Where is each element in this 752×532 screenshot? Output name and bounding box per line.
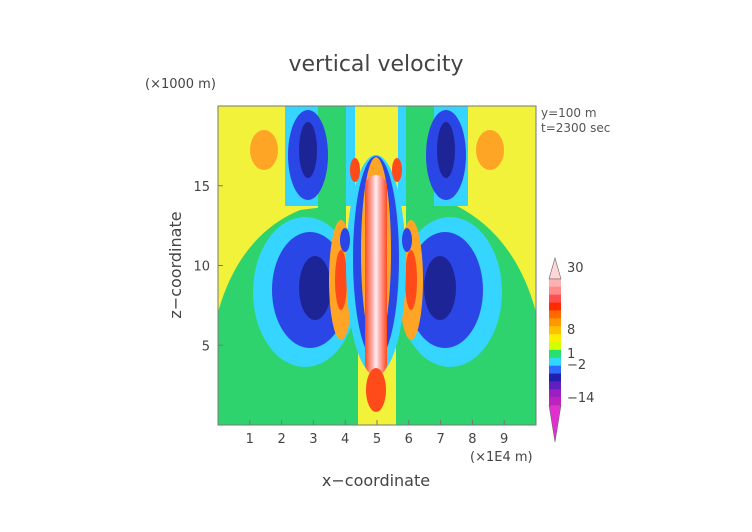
x-axis-unit: (×1E4 m) xyxy=(470,450,533,465)
colorbar xyxy=(548,256,562,443)
y-axis-unit: (×1000 m) xyxy=(145,77,216,92)
y-tick-label: 10 xyxy=(193,260,210,275)
colorbar-label-neg14: −14 xyxy=(567,391,594,406)
colorbar-swatch xyxy=(549,373,561,382)
x-tick-label: 2 xyxy=(277,432,285,447)
colorbar-swatch xyxy=(549,334,561,343)
colorbar-swatch xyxy=(549,342,561,351)
colorbar-swatch xyxy=(549,278,561,288)
x-tick-label: 1 xyxy=(246,432,254,447)
heatmap-field xyxy=(218,106,536,425)
colorbar-swatch xyxy=(549,349,561,359)
x-tick-label: 5 xyxy=(373,432,381,447)
colorbar-label-neg2: −2 xyxy=(567,358,586,373)
colorbar-swatch xyxy=(549,302,561,311)
y-axis-title: z−coordinate xyxy=(166,211,185,318)
colorbar-swatch xyxy=(549,389,561,398)
colorbar-top-arrow xyxy=(548,256,562,280)
x-tick-label: 6 xyxy=(405,432,413,447)
chart-title: vertical velocity xyxy=(288,52,463,77)
x-tick-label: 9 xyxy=(500,432,508,447)
x-tick-label: 3 xyxy=(309,432,317,447)
colorbar-label-30: 30 xyxy=(567,261,584,276)
y-tick-label: 15 xyxy=(193,180,210,195)
x-tick-label: 8 xyxy=(468,432,476,447)
colorbar-swatch xyxy=(549,294,561,304)
x-tick-label: 7 xyxy=(436,432,444,447)
x-axis-title: x−coordinate xyxy=(322,471,430,490)
colorbar-bottom-arrow xyxy=(548,404,562,443)
annotation-t: t=2300 sec xyxy=(541,121,610,135)
colorbar-swatch xyxy=(549,365,561,375)
y-axis: 5 10 15 xyxy=(193,180,223,354)
x-axis: 1 2 3 4 5 6 7 8 9 xyxy=(246,420,508,447)
x-tick-label: 4 xyxy=(341,432,349,447)
colorbar-swatch xyxy=(549,357,561,367)
colorbar-label-1: 1 xyxy=(567,347,575,362)
colorbar-swatch xyxy=(549,381,561,390)
colorbar-swatch xyxy=(549,310,561,319)
colorbar-labels: 30 8 1 −2 −14 xyxy=(567,261,594,406)
y-tick-label: 5 xyxy=(202,339,210,354)
colorbar-swatch xyxy=(549,326,561,335)
colorbar-swatch xyxy=(549,397,561,406)
colorbar-label-8: 8 xyxy=(567,323,575,338)
colorbar-swatch xyxy=(549,286,561,296)
colorbar-swatch xyxy=(549,318,561,327)
annotation-y: y=100 m xyxy=(541,106,597,120)
